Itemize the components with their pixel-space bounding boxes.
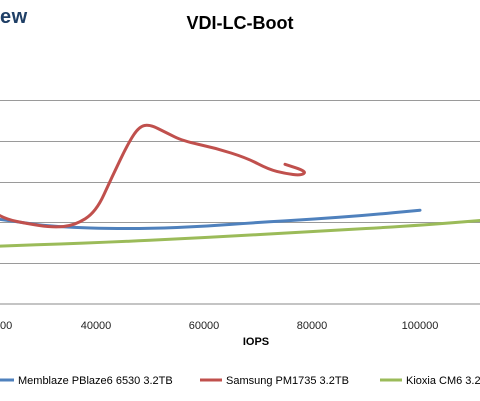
legend-label: Samsung PM1735 3.2TB	[226, 375, 349, 387]
x-tick-label: 100000	[402, 320, 439, 332]
x-tick-label-partial: 00	[0, 320, 12, 332]
chart-title: VDI-LC-Boot	[186, 13, 294, 33]
x-tick-label: 40000	[81, 320, 112, 332]
legend-label: Memblaze PBlaze6 6530 3.2TB	[18, 375, 173, 387]
legend: Memblaze PBlaze6 6530 3.2TB Samsung PM173…	[0, 375, 480, 387]
gridlines	[0, 100, 480, 264]
x-tick-labels: 40000 60000 80000 100000 00	[0, 320, 438, 332]
series-line-2	[0, 123, 306, 229]
x-axis-label: IOPS	[243, 336, 269, 348]
series-lines	[0, 123, 480, 248]
series-line-3	[0, 218, 480, 248]
legend-label: Kioxia CM6 3.2TB	[406, 375, 480, 387]
brand-logo: ew	[0, 6, 28, 28]
x-tick-label: 80000	[297, 320, 328, 332]
x-tick-label: 60000	[189, 320, 220, 332]
